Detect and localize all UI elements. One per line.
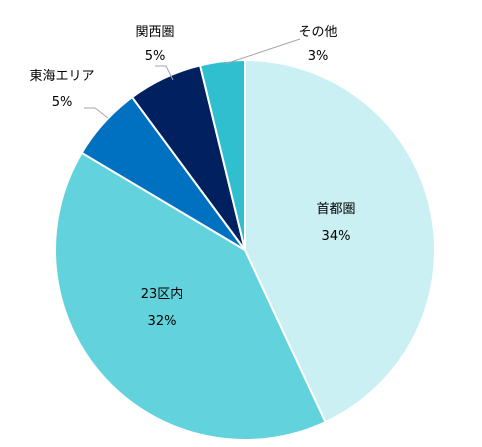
slice-label-tokai-area: 東海エリア bbox=[29, 68, 94, 84]
labels-group: 首都圏 34% 23区内 32% 東海エリア 5% 関西圏 5% その他 3% bbox=[29, 25, 355, 329]
slice-percent-tokyo-23-wards: 32% bbox=[148, 314, 177, 329]
leader-line-tokai-area bbox=[84, 107, 109, 119]
leader-line-other bbox=[224, 38, 301, 65]
slice-percent-kansai: 5% bbox=[145, 49, 166, 64]
slice-percent-shutoken: 34% bbox=[322, 229, 351, 244]
pie-slice-tokyo-23-wards bbox=[54, 151, 327, 441]
leader-lines-group bbox=[84, 38, 301, 119]
slice-percent-tokai-area: 5% bbox=[52, 95, 73, 110]
slice-label-tokyo-23-wards: 23区内 bbox=[141, 286, 184, 302]
slice-percent-other: 3% bbox=[308, 49, 329, 64]
slices-group bbox=[54, 59, 436, 441]
slice-label-other: その他 bbox=[298, 25, 337, 40]
pie-slice-other bbox=[199, 59, 246, 251]
leader-line-kansai bbox=[155, 65, 174, 81]
pie-slice-shutoken bbox=[244, 59, 436, 424]
slice-label-kansai: 関西圏 bbox=[135, 25, 174, 40]
slice-label-shutoken: 首都圏 bbox=[316, 202, 355, 217]
